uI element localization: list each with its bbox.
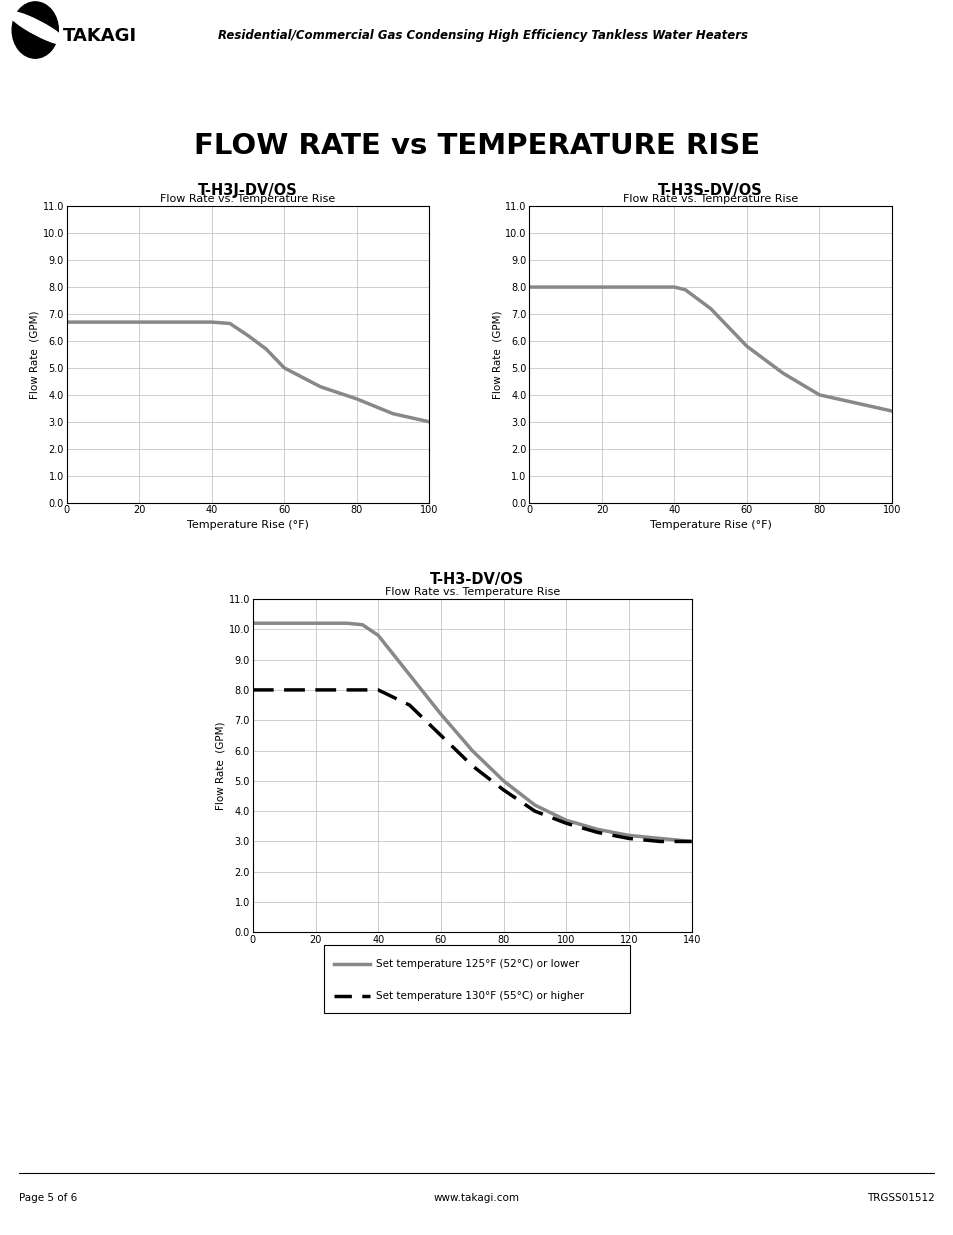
Title: Flow Rate vs. Temperature Rise: Flow Rate vs. Temperature Rise bbox=[622, 194, 798, 204]
Text: TRGSS01512: TRGSS01512 bbox=[866, 1193, 934, 1203]
X-axis label: Temperature Rise (°F): Temperature Rise (°F) bbox=[411, 950, 533, 960]
Y-axis label: Flow Rate  (GPM): Flow Rate (GPM) bbox=[492, 310, 502, 399]
Text: www.takagi.com: www.takagi.com bbox=[434, 1193, 519, 1203]
Text: Page 5 of 6: Page 5 of 6 bbox=[19, 1193, 77, 1203]
Title: Flow Rate vs. Temperature Rise: Flow Rate vs. Temperature Rise bbox=[384, 587, 559, 597]
Title: Flow Rate vs. Temperature Rise: Flow Rate vs. Temperature Rise bbox=[160, 194, 335, 204]
Text: FLOW RATE vs TEMPERATURE RISE: FLOW RATE vs TEMPERATURE RISE bbox=[193, 132, 760, 159]
Text: Residential/Commercial Gas Condensing High Efficiency Tankless Water Heaters: Residential/Commercial Gas Condensing Hi… bbox=[218, 30, 747, 42]
Y-axis label: Flow Rate  (GPM): Flow Rate (GPM) bbox=[215, 721, 226, 810]
Text: Set temperature 125°F (52°C) or lower: Set temperature 125°F (52°C) or lower bbox=[375, 958, 578, 968]
Text: T-H3J-DV/OS: T-H3J-DV/OS bbox=[198, 183, 297, 198]
FancyBboxPatch shape bbox=[324, 945, 629, 1013]
Text: T-H3S-DV/OS: T-H3S-DV/OS bbox=[658, 183, 762, 198]
Text: T-H3-DV/OS: T-H3-DV/OS bbox=[430, 572, 523, 587]
Ellipse shape bbox=[12, 2, 58, 58]
Ellipse shape bbox=[9, 11, 67, 44]
Y-axis label: Flow Rate  (GPM): Flow Rate (GPM) bbox=[30, 310, 40, 399]
Text: TAKAGI: TAKAGI bbox=[63, 27, 137, 44]
X-axis label: Temperature Rise (°F): Temperature Rise (°F) bbox=[187, 520, 309, 530]
X-axis label: Temperature Rise (°F): Temperature Rise (°F) bbox=[649, 520, 771, 530]
Text: Set temperature 130°F (55°C) or higher: Set temperature 130°F (55°C) or higher bbox=[375, 990, 584, 1000]
